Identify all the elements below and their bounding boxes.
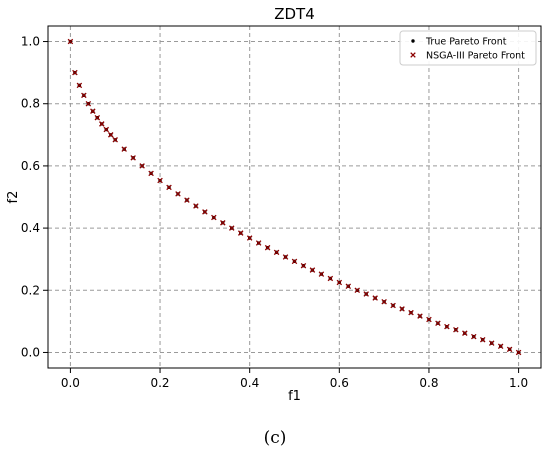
legend-box bbox=[399, 30, 537, 66]
nsga-front-point bbox=[202, 209, 208, 215]
nsga-front-point bbox=[103, 126, 110, 133]
nsga-front-point bbox=[390, 302, 396, 309]
nsga-front-point bbox=[184, 197, 190, 203]
legend-label: True Pareto Front bbox=[425, 37, 507, 48]
nsga-front-point bbox=[363, 291, 369, 297]
nsga-front-point bbox=[506, 346, 513, 353]
nsga-front-point bbox=[121, 146, 127, 152]
nsga-front-point bbox=[211, 214, 217, 221]
nsga-front-point bbox=[94, 114, 101, 121]
nsga-front-point bbox=[408, 309, 414, 316]
nsga-front-point bbox=[444, 323, 450, 330]
nsga-front-point bbox=[372, 295, 378, 301]
nsga-front-point bbox=[237, 230, 244, 236]
nsga-front-point bbox=[81, 92, 87, 99]
figure-caption: (c) bbox=[264, 428, 287, 448]
x-tick-label: 0.6 bbox=[330, 376, 349, 390]
legend-items: True Pareto Front NSGA-III Pareto Front bbox=[410, 37, 525, 62]
chart-title: ZDT4 bbox=[274, 5, 315, 23]
nsga-front-point bbox=[399, 306, 405, 312]
y-tick-label: 0.2 bbox=[21, 283, 40, 297]
nsga-front-point bbox=[193, 203, 199, 209]
x-tick-label: 0.4 bbox=[240, 376, 259, 390]
nsga-front-point bbox=[72, 69, 78, 76]
nsga-front-point bbox=[309, 267, 316, 273]
nsga-front-point bbox=[381, 299, 387, 305]
nsga-front-point bbox=[488, 340, 495, 346]
nsga-front-point bbox=[453, 326, 459, 333]
nsga-front-point bbox=[327, 275, 334, 282]
series-layer bbox=[67, 38, 522, 356]
nsga-front-point bbox=[99, 121, 105, 127]
x-axis-label: f1 bbox=[288, 389, 301, 404]
nsga-front-point bbox=[85, 100, 92, 107]
axis-ticks: 0.0 0.2 0.4 0.6 0.8 1.0 0.0 0.2 0.4 0.6 0.8 1.0 bbox=[21, 35, 528, 390]
plot-frame bbox=[47, 25, 542, 369]
nsga-front-point bbox=[273, 249, 280, 256]
nsga-front-point bbox=[426, 316, 432, 323]
nsga-front-point bbox=[264, 244, 271, 251]
legend-label: NSGA-III Pareto Front bbox=[426, 51, 525, 62]
nsga-front-point bbox=[497, 343, 504, 349]
nsga-front-point bbox=[255, 240, 262, 246]
y-axis-label: f2 bbox=[6, 191, 21, 204]
nsga-front-point bbox=[76, 82, 83, 89]
nsga-front-point bbox=[67, 38, 74, 45]
grid-lines bbox=[48, 26, 541, 368]
y-tick-label: 0.4 bbox=[21, 221, 40, 235]
x-tick-label: 1.0 bbox=[509, 376, 528, 390]
nsga-front-point bbox=[417, 313, 423, 319]
nsga-front-point bbox=[336, 279, 343, 286]
nsga-front-point bbox=[157, 177, 163, 184]
nsga-front-point bbox=[148, 170, 154, 177]
y-tick-label: 0.0 bbox=[21, 345, 40, 359]
nsga-front-point bbox=[345, 283, 352, 289]
x-tick-label: 0.0 bbox=[61, 376, 80, 390]
nsga-front-point bbox=[90, 108, 96, 114]
legend-marker bbox=[411, 39, 415, 43]
legend: True Pareto Front NSGA-III Pareto Front bbox=[399, 30, 537, 66]
nsga-front-point bbox=[479, 336, 486, 343]
nsga-front-point bbox=[228, 225, 235, 231]
nsga-front-point bbox=[300, 262, 307, 269]
nsga-front-point bbox=[282, 254, 289, 260]
x-tick-label: 0.8 bbox=[419, 376, 438, 390]
nsga-front-point bbox=[166, 184, 172, 191]
y-tick-label: 1.0 bbox=[21, 35, 40, 49]
nsga-front-point bbox=[246, 235, 253, 241]
y-tick-label: 0.6 bbox=[21, 159, 40, 173]
nsga-front-point bbox=[112, 137, 118, 143]
nsga-front-point bbox=[318, 271, 325, 277]
nsga-front-point bbox=[515, 349, 522, 356]
y-tick-label: 0.8 bbox=[21, 97, 40, 111]
nsga-front-point bbox=[175, 191, 181, 197]
nsga-front-point bbox=[107, 132, 114, 138]
nsga-front-point bbox=[435, 320, 441, 326]
nsga-front-point bbox=[462, 330, 468, 336]
x-tick-label: 0.2 bbox=[150, 376, 169, 390]
nsga-front-point bbox=[291, 258, 298, 265]
series-nsga-iii-pareto-front bbox=[67, 38, 522, 356]
nsga-front-point bbox=[130, 155, 136, 161]
legend-marker bbox=[410, 52, 416, 58]
nsga-front-point bbox=[354, 287, 361, 294]
nsga-front-point bbox=[139, 163, 145, 169]
nsga-front-point bbox=[220, 220, 226, 226]
nsga-front-point bbox=[471, 333, 477, 340]
